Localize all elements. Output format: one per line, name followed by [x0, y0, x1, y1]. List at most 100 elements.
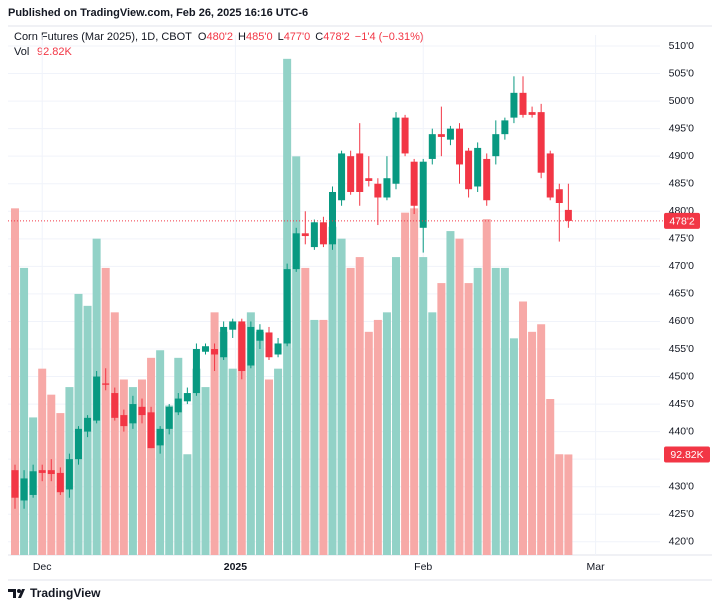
candle-body: [392, 117, 400, 184]
y-tick-label: 420'0: [669, 536, 695, 548]
volume-bar: [401, 212, 410, 555]
candle-body: [220, 326, 228, 358]
candle-body: [102, 383, 110, 385]
y-tick-label: 440'0: [669, 425, 695, 437]
ohlc-h: H: [238, 31, 246, 43]
y-tick-label: 465'0: [669, 288, 695, 300]
y-tick-label: 450'0: [669, 370, 695, 382]
candle-body: [465, 150, 473, 190]
candle-body: [347, 156, 355, 192]
candle-body: [319, 222, 327, 245]
volume-bar: [301, 267, 310, 555]
volume-bar: [274, 368, 283, 555]
candle-body: [338, 153, 346, 201]
volume-bar: [373, 319, 382, 555]
published: Published on TradingView.com, Feb 26, 20…: [8, 7, 308, 19]
candle-body: [483, 158, 491, 201]
volume-bar: [292, 156, 301, 556]
volume-bar: [437, 283, 446, 555]
ohlc-high: 485'0: [246, 31, 273, 43]
y-tick-label: 445'0: [669, 398, 695, 410]
candle-body: [56, 472, 64, 493]
candle-body: [292, 233, 300, 270]
volume-bar: [500, 267, 509, 555]
volume-bar: [255, 331, 264, 555]
ohlc-legend: O 480'2 H 485'0 L 477'0 C 478'2 −1'4 (−0.31%): [198, 31, 424, 43]
candle-body: [256, 329, 264, 341]
volume-tag: [664, 446, 710, 463]
volume-bar: [473, 267, 482, 555]
candle-body: [29, 471, 37, 495]
volume-bar: [337, 238, 346, 555]
volume-bar: [264, 379, 273, 555]
volume-bar: [147, 357, 156, 555]
candle-body: [519, 92, 527, 115]
candle-body: [383, 178, 391, 198]
volume-bar: [364, 331, 373, 555]
candle-body: [329, 191, 337, 245]
vol-value: 92.82K: [37, 46, 73, 58]
candle-body: [93, 376, 101, 421]
candle-body: [65, 459, 73, 490]
volume-bar: [228, 368, 237, 555]
candle-body: [501, 120, 509, 135]
y-tick-label: 510'0: [669, 40, 695, 52]
candle-body: [419, 161, 427, 228]
ohlc-change: −1'4 (−0.31%): [355, 31, 424, 43]
volume-bar: [346, 267, 355, 555]
candle-body: [147, 412, 155, 449]
volume-bar: [319, 319, 328, 555]
candle-body: [456, 128, 464, 165]
candle-body: [555, 189, 563, 204]
candle-body: [474, 147, 482, 187]
volume-bar: [210, 312, 219, 555]
y-tick-label: 460'0: [669, 315, 695, 327]
volume-bar: [110, 312, 119, 555]
y-tick-label: 485'0: [669, 178, 695, 190]
volume-bar: [410, 208, 419, 556]
candle-body: [183, 393, 191, 402]
candle-body: [265, 332, 273, 358]
volume-bar: [428, 312, 437, 555]
y-tick-label: 470'0: [669, 260, 695, 272]
candle-body: [437, 134, 445, 137]
y-tick-label: 475'0: [669, 233, 695, 245]
volume-bar: [137, 379, 146, 555]
volume-bar: [165, 405, 174, 555]
candle-body: [138, 406, 146, 416]
ohlc-low: 477'0: [284, 31, 311, 43]
candle-body: [165, 406, 173, 429]
candle-body: [111, 393, 119, 418]
candle-body: [247, 326, 255, 366]
y-tick-label: 425'0: [669, 508, 695, 520]
volume-bar: [509, 338, 518, 555]
volume-bar: [10, 208, 19, 556]
volume-bar: [464, 283, 473, 555]
y-tick-label: 505'0: [669, 67, 695, 79]
candle-body: [492, 134, 500, 157]
candle-body: [211, 348, 219, 355]
ohlc-o: O: [198, 31, 207, 43]
last-price-label: 478'2: [669, 216, 695, 228]
volume-bar: [74, 293, 83, 555]
volume-bar: [355, 257, 364, 555]
volume-bar: [546, 399, 555, 555]
volume-bar: [528, 331, 537, 555]
candle-body: [356, 153, 364, 192]
candle-body: [401, 117, 409, 154]
volume-tag-label: 92.82K: [670, 449, 703, 461]
candle-body: [428, 134, 436, 159]
y-tick-label: 455'0: [669, 343, 695, 355]
volume-bar: [38, 368, 47, 555]
volume-bar: [482, 219, 491, 555]
volume-bar: [128, 387, 137, 555]
volume-bar: [419, 257, 428, 555]
volume-bar: [219, 331, 228, 555]
candle-body: [74, 428, 82, 460]
candle-body: [301, 233, 309, 237]
volume-bar: [382, 312, 391, 555]
candle-body: [546, 153, 554, 198]
candle-body: [410, 161, 418, 206]
ohlc-close: 478'2: [323, 31, 350, 43]
candle-body: [38, 470, 46, 473]
